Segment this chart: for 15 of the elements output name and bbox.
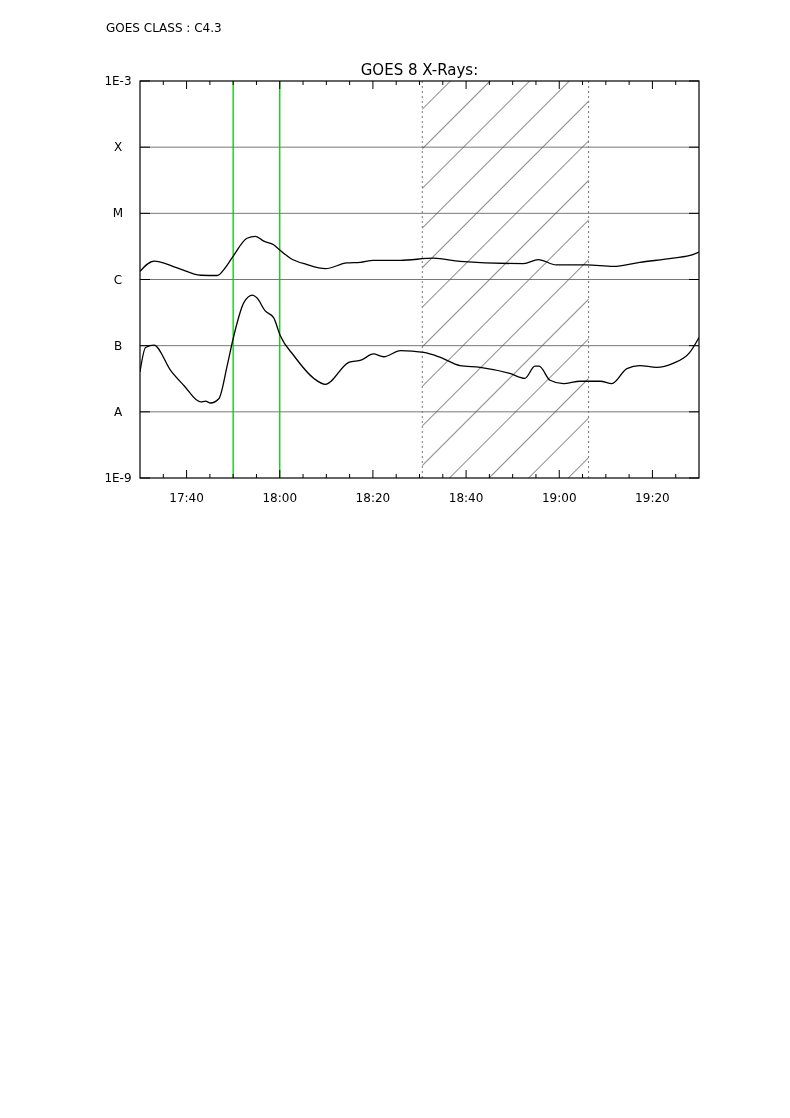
x-tick-label: 19:00 [541,491,577,505]
y-tick-label: 1E-3 [104,74,132,88]
x-tick-label: 18:00 [262,491,298,505]
y-tick-label: C [113,272,123,287]
y-tick-label: 1E-9 [104,471,132,485]
x-tick-label: 19:20 [635,491,670,505]
x-tick-label: 18:20 [355,491,391,505]
y-tick-label: A [113,404,123,419]
x-tick-label: 18:40 [448,491,484,505]
y-tick-label: M [112,206,124,221]
y-tick-label: X [113,140,123,155]
y-tick-label: B [113,338,123,353]
x-tick-label: 17:40 [169,491,204,505]
text: GOES CLASS : C4.3 [106,21,222,35]
chart-title: GOES 8 X-Rays: [360,61,479,79]
